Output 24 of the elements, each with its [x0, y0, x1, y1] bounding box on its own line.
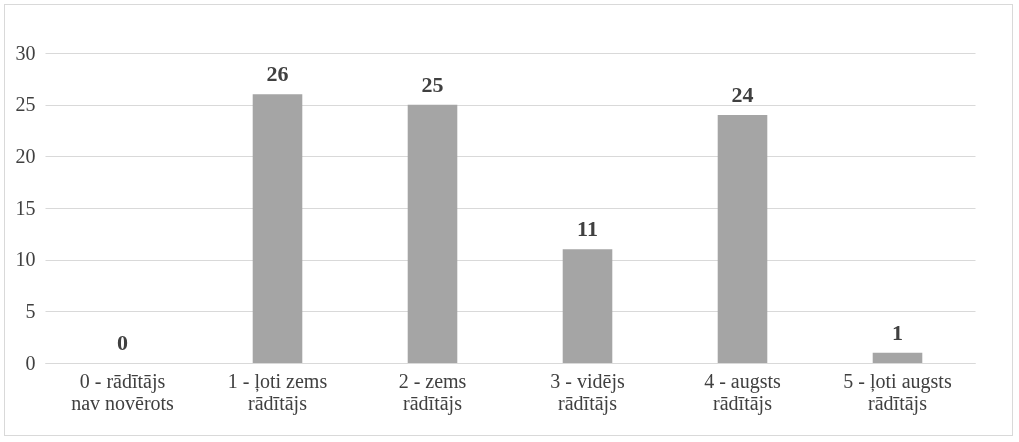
y-tick-label: 10: [15, 248, 36, 271]
x-tick-label: 5 - ļoti augsts rādītājs: [843, 369, 952, 415]
y-tick-label: 0: [25, 351, 36, 374]
bar: [562, 249, 613, 363]
data-label: 0: [117, 330, 128, 355]
x-tick-label: 0 - rādītājs nav novērots: [71, 369, 175, 414]
y-tick-label: 30: [15, 41, 36, 64]
x-tick-label: 1 - ļoti zems rādītājs: [227, 369, 328, 415]
y-tick-label: 25: [15, 93, 36, 116]
data-label: 24: [731, 82, 754, 107]
y-tick-label: 20: [15, 144, 36, 167]
y-tick-label: 5: [25, 299, 36, 322]
bar: [252, 94, 303, 363]
data-label: 11: [577, 216, 598, 242]
data-label: 26: [266, 61, 289, 87]
data-label: 1: [892, 319, 903, 345]
bar: [717, 115, 768, 363]
x-tick-label: 3 - vidējs rādītājs: [550, 369, 625, 415]
data-label: 25: [421, 71, 444, 97]
x-tick-label: 2 - zems rādītājs: [398, 369, 467, 415]
y-tick-label: 15: [15, 196, 36, 219]
bar: [872, 352, 923, 363]
bar: [407, 104, 458, 363]
x-tick-label: 4 - augsts rādītājs: [704, 369, 782, 415]
